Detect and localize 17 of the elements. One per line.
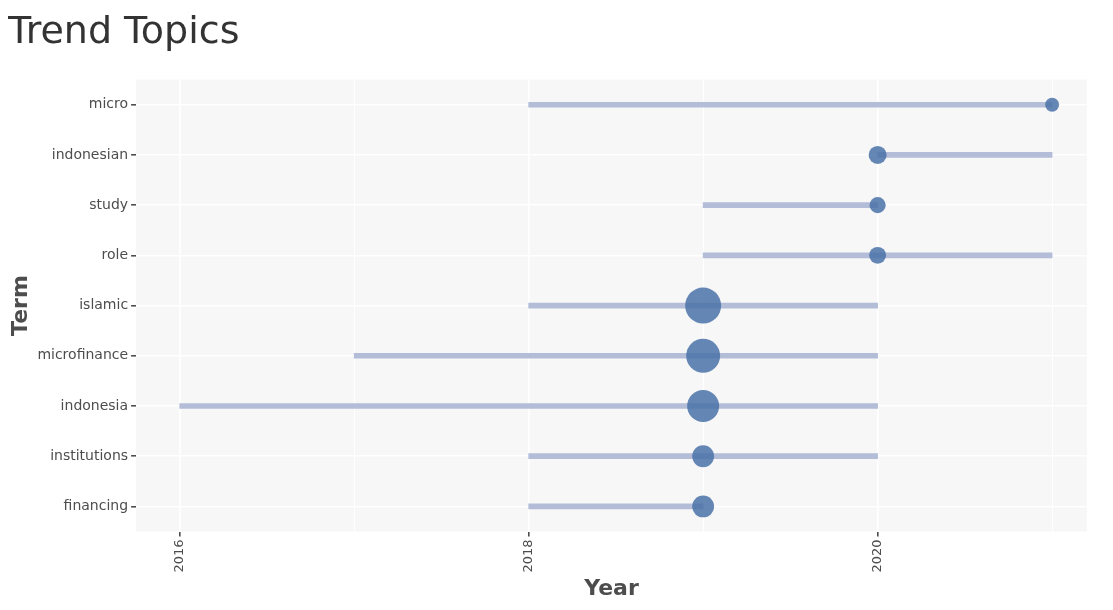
chart-title: Trend Topics — [7, 7, 240, 52]
y-tick-label: islamic — [79, 296, 129, 313]
y-tick-label: microfinance — [37, 346, 129, 363]
y-tick-label: indonesian — [51, 145, 129, 162]
y-tick-label: study — [89, 195, 129, 212]
bar — [179, 403, 878, 409]
y-axis-title: Term — [6, 275, 32, 336]
y-tick-label: role — [101, 245, 129, 262]
y-tick-label: micro — [88, 95, 129, 112]
y-tick-label: institutions — [50, 446, 129, 463]
x-axis-title: Year — [583, 574, 639, 600]
y-tick-label: indonesia — [60, 396, 129, 413]
bar — [353, 352, 878, 359]
x-tick-label: 2016 — [171, 539, 187, 573]
x-tick-label: 2018 — [520, 539, 536, 573]
y-tick-label: financing — [63, 497, 129, 514]
x-tick-label: 2020 — [869, 539, 884, 573]
